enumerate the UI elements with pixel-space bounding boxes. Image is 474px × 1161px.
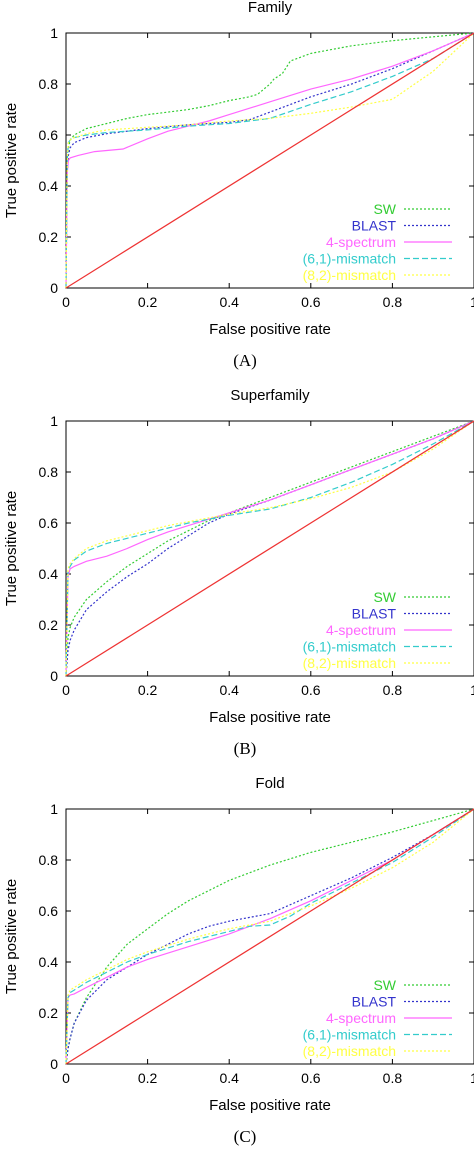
plot-frame — [65, 420, 474, 677]
series-line-diagonal — [65, 808, 474, 1065]
x-tick-label: 0.2 — [138, 1070, 158, 1086]
x-tick-label: 0 — [62, 1070, 70, 1086]
x-tick-label: 0 — [62, 294, 70, 310]
legend-label-8-2-mismatch: (8,2)-mismatch — [303, 655, 396, 671]
y-tick-label: 0 — [50, 668, 58, 684]
series-line-8-2-mismatch — [65, 808, 474, 1065]
y-tick-label: 1 — [50, 25, 58, 41]
legend-label-blast: BLAST — [352, 994, 397, 1010]
series-line-4-spectrum — [65, 808, 474, 1065]
y-tick-label: 1 — [50, 413, 58, 429]
x-tick-label: 1 — [470, 294, 474, 310]
y-tick-label: 0.4 — [39, 178, 59, 194]
x-axis-label: False positive rate — [209, 709, 331, 726]
y-tick-label: 0 — [50, 280, 58, 296]
x-tick-label: 0.8 — [383, 1070, 403, 1086]
legend-label-4-spectrum: 4-spectrum — [326, 1010, 396, 1026]
legend-label-sw: SW — [373, 977, 396, 993]
y-tick-label: 0.6 — [39, 127, 59, 143]
x-axis-label: False positive rate — [209, 321, 331, 338]
x-axis-label: False positive rate — [209, 1097, 331, 1114]
y-axis-label: True positive rate — [3, 103, 20, 218]
series-line-sw — [65, 420, 474, 677]
y-axis-label: True positive rate — [3, 491, 20, 606]
y-tick-label: 1 — [50, 801, 58, 817]
legend-label-blast: BLAST — [352, 218, 397, 234]
x-tick-label: 0.2 — [138, 682, 158, 698]
y-tick-label: 0.4 — [39, 954, 59, 970]
x-tick-label: 0.8 — [383, 682, 403, 698]
y-tick-label: 0.6 — [39, 515, 59, 531]
y-tick-label: 0.8 — [39, 852, 59, 868]
panel-caption: (B) — [234, 739, 257, 758]
legend-label-6-1-mismatch: (6,1)-mismatch — [303, 251, 396, 267]
legend-label-4-spectrum: 4-spectrum — [326, 622, 396, 638]
legend-label-6-1-mismatch: (6,1)-mismatch — [303, 1027, 396, 1043]
panel-caption: (A) — [233, 351, 257, 370]
x-tick-label: 0.8 — [383, 294, 403, 310]
plot-frame — [65, 32, 474, 289]
series-line-6-1-mismatch — [65, 420, 474, 677]
series-line-diagonal — [65, 420, 474, 677]
x-tick-label: 0.4 — [219, 1070, 239, 1086]
plot-frame — [65, 808, 474, 1065]
chart-fold: 0 0.2 0.4 0.6 0.8 1 0 0.2 0.4 0.6 0.8 1 Fold False po… — [3, 776, 474, 1146]
series-line-blast — [65, 808, 474, 1065]
x-tick-label: 0 — [62, 682, 70, 698]
series-line-6-1-mismatch — [65, 32, 474, 289]
y-tick-label: 0.2 — [39, 229, 59, 245]
x-tick-label: 0.4 — [219, 294, 239, 310]
legend-label-8-2-mismatch: (8,2)-mismatch — [303, 267, 396, 283]
legend-label-sw: SW — [373, 201, 396, 217]
y-axis-label: True positive rate — [3, 879, 20, 994]
y-tick-label: 0.2 — [39, 1005, 59, 1021]
y-tick-label: 0.8 — [39, 464, 59, 480]
series-line-sw — [65, 32, 474, 289]
legend-label-4-spectrum: 4-spectrum — [326, 234, 396, 250]
x-tick-label: 0.4 — [219, 682, 239, 698]
y-tick-label: 0.4 — [39, 566, 59, 582]
chart-panel-fold: 0 0.2 0.4 0.6 0.8 1 0 0.2 0.4 0.6 0.8 1 Fold False po… — [0, 776, 474, 1161]
panel-caption: (C) — [234, 1127, 257, 1146]
chart-superfamily: 0 0.2 0.4 0.6 0.8 1 0 0.2 0.4 0.6 0.8 1 Superfamily F… — [3, 388, 474, 758]
series-line-4-spectrum — [65, 420, 474, 677]
y-tick-label: 0.2 — [39, 617, 59, 633]
legend-label-6-1-mismatch: (6,1)-mismatch — [303, 639, 396, 655]
series-line-8-2-mismatch — [65, 32, 474, 289]
chart-family: 0 0.2 0.4 0.6 0.8 1 0 0.2 0.4 0.6 0.8 1 Family False … — [3, 0, 474, 370]
legend-label-sw: SW — [373, 589, 396, 605]
series-line-sw — [65, 808, 474, 1065]
x-tick-label: 0.2 — [138, 294, 158, 310]
y-tick-label: 0.6 — [39, 903, 59, 919]
chart-title: Fold — [255, 776, 284, 792]
series-line-4-spectrum — [65, 32, 474, 289]
legend-label-8-2-mismatch: (8,2)-mismatch — [303, 1043, 396, 1059]
y-tick-label: 0.8 — [39, 76, 59, 92]
series-line-diagonal — [65, 32, 474, 289]
series-line-6-1-mismatch — [65, 808, 474, 1065]
y-tick-label: 0 — [50, 1056, 58, 1072]
x-tick-label: 1 — [470, 682, 474, 698]
chart-title: Family — [248, 0, 293, 16]
chart-panel-family: 0 0.2 0.4 0.6 0.8 1 0 0.2 0.4 0.6 0.8 1 Family False … — [0, 0, 474, 385]
x-tick-label: 0.6 — [301, 682, 321, 698]
chart-panel-superfamily: 0 0.2 0.4 0.6 0.8 1 0 0.2 0.4 0.6 0.8 1 Superfamily F… — [0, 388, 474, 773]
x-tick-label: 1 — [470, 1070, 474, 1086]
chart-title: Superfamily — [230, 388, 310, 404]
x-tick-label: 0.6 — [301, 1070, 321, 1086]
x-tick-label: 0.6 — [301, 294, 321, 310]
legend-label-blast: BLAST — [352, 606, 397, 622]
